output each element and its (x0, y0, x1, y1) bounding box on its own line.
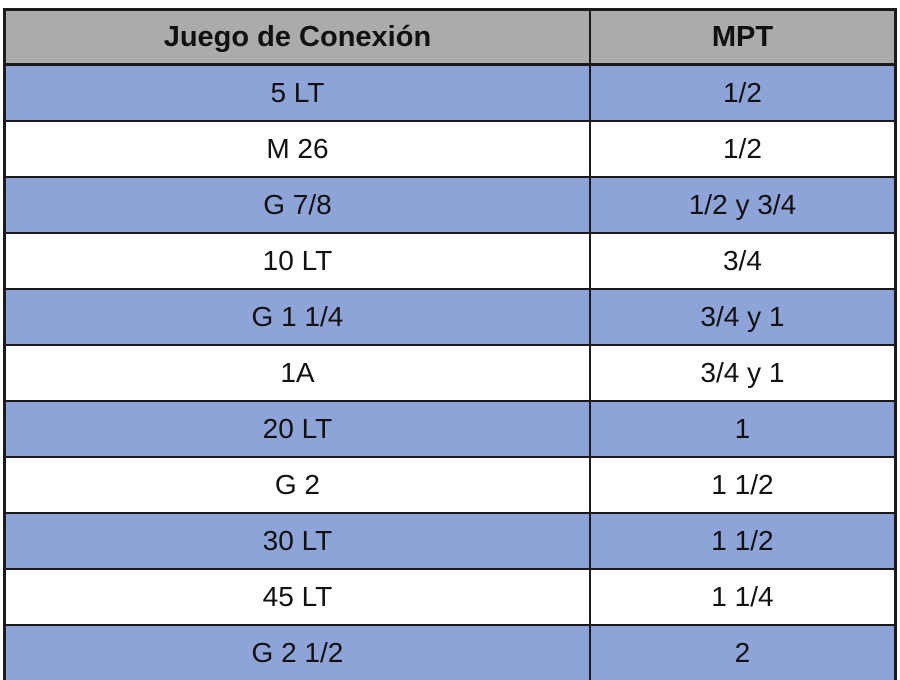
cell-conexion: M 26 (3, 120, 591, 178)
cell-conexion: 20 LT (3, 400, 591, 458)
cell-mpt: 3/4 y 1 (588, 288, 897, 346)
header-row: Juego de Conexión MPT (3, 8, 897, 66)
cell-conexion: G 7/8 (3, 176, 591, 234)
cell-mpt: 3/4 (588, 232, 897, 290)
cell-mpt: 1 1/4 (588, 568, 897, 626)
table-row: G 7/8 1/2 y 3/4 (3, 176, 897, 234)
cell-conexion: 1A (3, 344, 591, 402)
cell-conexion: 30 LT (3, 512, 591, 570)
table-row: G 1 1/4 3/4 y 1 (3, 288, 897, 346)
cell-mpt: 3/4 y 1 (588, 344, 897, 402)
cell-mpt: 2 (588, 624, 897, 680)
connection-table: Juego de Conexión MPT 5 LT 1/2 M 26 1/2 G 7/… (3, 8, 897, 680)
cell-conexion: G 2 1/2 (3, 624, 591, 680)
cell-conexion: G 2 (3, 456, 591, 514)
cell-mpt: 1/2 (588, 63, 897, 122)
cell-mpt: 1/2 y 3/4 (588, 176, 897, 234)
cell-mpt: 1 (588, 400, 897, 458)
cell-conexion: G 1 1/4 (3, 288, 591, 346)
table-row: 45 LT 1 1/4 (3, 568, 897, 626)
cell-mpt: 1 1/2 (588, 456, 897, 514)
table-body: 5 LT 1/2 M 26 1/2 G 7/8 1/2 y 3/4 10 LT 3/4 G 1 … (3, 63, 897, 680)
header-cell-juego-de-conexion: Juego de Conexión (3, 8, 591, 66)
header-cell-mpt: MPT (588, 8, 897, 66)
table-row: M 26 1/2 (3, 120, 897, 178)
table-row: G 2 1/2 2 (3, 624, 897, 680)
cell-conexion: 5 LT (3, 63, 591, 122)
table-row: 10 LT 3/4 (3, 232, 897, 290)
table-row: 20 LT 1 (3, 400, 897, 458)
cell-conexion: 10 LT (3, 232, 591, 290)
table-row: 1A 3/4 y 1 (3, 344, 897, 402)
cell-mpt: 1 1/2 (588, 512, 897, 570)
table-row: 5 LT 1/2 (3, 63, 897, 122)
table-row: 30 LT 1 1/2 (3, 512, 897, 570)
cell-mpt: 1/2 (588, 120, 897, 178)
cell-conexion: 45 LT (3, 568, 591, 626)
